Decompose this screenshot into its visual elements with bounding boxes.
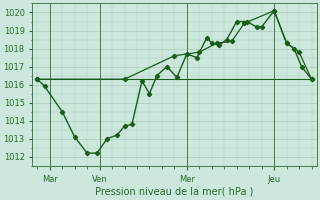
X-axis label: Pression niveau de la mer( hPa ): Pression niveau de la mer( hPa )	[95, 187, 253, 197]
